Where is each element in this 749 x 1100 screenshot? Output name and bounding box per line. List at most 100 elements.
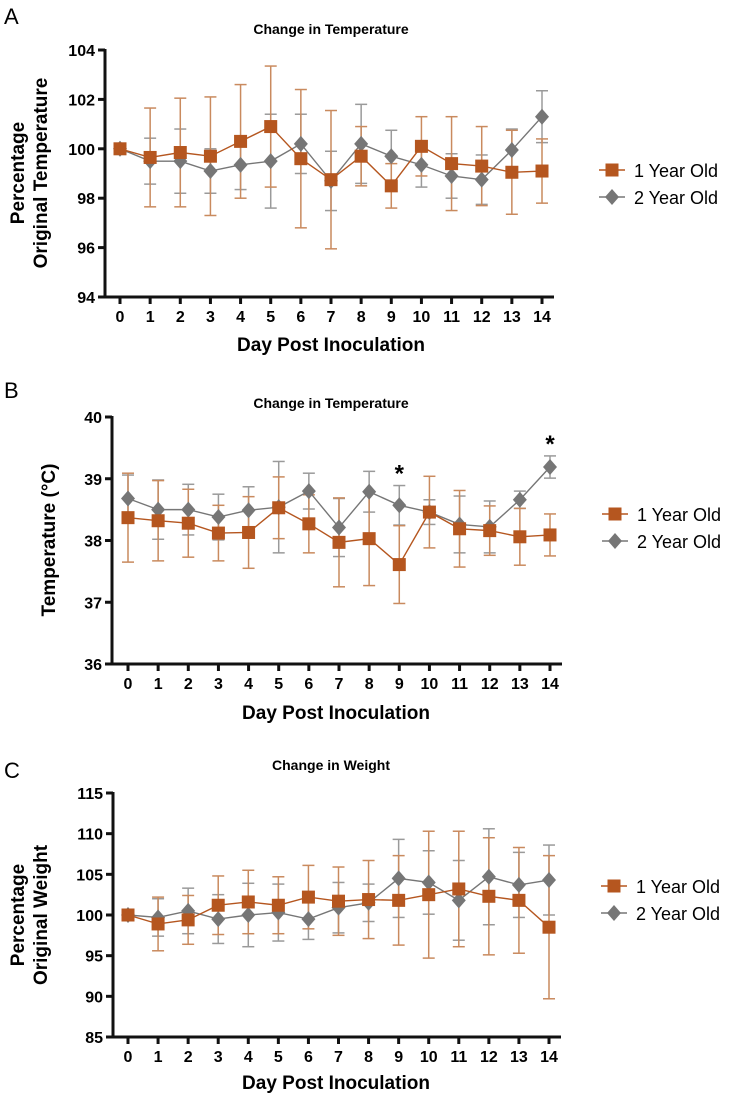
data-point-1-year-old (512, 893, 526, 907)
x-tick-label: 9 (394, 1049, 403, 1066)
data-point-1-year-old (362, 893, 376, 907)
y-tick-label: 36 (84, 657, 102, 674)
x-tick-label: 2 (184, 676, 193, 693)
data-point-1-year-old (445, 157, 459, 171)
data-point-2-year-old (451, 892, 466, 909)
y-tick-label: 100 (68, 142, 95, 159)
x-tick-label: 0 (124, 1049, 133, 1066)
y-tick-label: 90 (85, 989, 103, 1006)
data-point-1-year-old (302, 517, 316, 531)
legend-label: 2 Year Old (637, 532, 721, 552)
x-tick-label: 8 (364, 1049, 373, 1066)
x-tick-label: 8 (365, 676, 374, 693)
legend-marker-1-year-old (605, 163, 619, 177)
data-point-1-year-old (392, 558, 406, 572)
data-point-1-year-old (482, 889, 496, 903)
data-point-2-year-old (444, 167, 459, 184)
x-tick-label: 1 (154, 1049, 163, 1066)
data-point-2-year-old (543, 459, 557, 476)
data-point-2-year-old (151, 501, 166, 518)
data-point-1-year-old (121, 908, 135, 922)
x-tick-label: 3 (214, 1049, 223, 1066)
x-tick-label: 14 (540, 1049, 558, 1066)
legend-label: 1 Year Old (634, 161, 718, 181)
significance-marker: * (395, 461, 405, 488)
y-tick-label: 98 (77, 191, 95, 208)
data-point-1-year-old (173, 146, 187, 160)
panel-letter: B (4, 378, 19, 403)
y-tick-label: 95 (85, 949, 103, 966)
data-point-1-year-old (414, 139, 428, 153)
x-tick-label: 7 (327, 309, 336, 326)
legend-marker-1-year-old (608, 507, 622, 521)
y-tick-label: 39 (84, 472, 102, 489)
x-tick-label: 12 (480, 1049, 498, 1066)
y-tick-label: 37 (84, 595, 102, 612)
x-tick-label: 7 (334, 1049, 343, 1066)
x-tick-label: 5 (266, 309, 275, 326)
data-point-2-year-old (301, 911, 316, 928)
data-point-2-year-old (511, 876, 526, 893)
data-point-1-year-old (332, 894, 345, 908)
data-point-2-year-old (203, 163, 218, 180)
data-point-1-year-old (151, 917, 165, 931)
x-tick-label: 3 (214, 676, 223, 693)
data-point-1-year-old (543, 528, 557, 542)
data-point-2-year-old (332, 519, 346, 536)
data-point-1-year-old (151, 514, 165, 528)
data-point-1-year-old (483, 524, 497, 538)
x-tick-label: 14 (541, 676, 559, 693)
data-point-1-year-old (234, 134, 248, 148)
data-point-2-year-old (233, 156, 248, 173)
data-point-1-year-old (203, 149, 217, 163)
data-point-2-year-old (241, 907, 256, 923)
data-point-2-year-old (512, 491, 527, 508)
data-point-1-year-old (332, 535, 346, 549)
x-tick-label: 3 (206, 309, 215, 326)
data-point-2-year-old (392, 497, 407, 514)
data-point-2-year-old (474, 171, 489, 188)
legend-marker-2-year-old (607, 905, 621, 921)
x-tick-label: 6 (304, 1049, 313, 1066)
x-tick-label: 9 (395, 676, 404, 693)
data-point-1-year-old (535, 164, 549, 178)
data-point-1-year-old (505, 165, 519, 179)
data-point-2-year-old (301, 483, 316, 500)
chart-title: Change in Temperature (253, 21, 409, 37)
data-point-2-year-old (121, 490, 135, 507)
data-point-1-year-old (452, 882, 466, 896)
x-tick-label: 4 (244, 676, 253, 693)
data-point-2-year-old (421, 874, 436, 891)
y-tick-label: 40 (84, 410, 102, 427)
data-point-2-year-old (241, 502, 256, 519)
data-point-1-year-old (121, 511, 135, 525)
legend-marker-1-year-old (607, 879, 621, 893)
x-tick-label: 2 (184, 1049, 193, 1066)
x-tick-label: 12 (481, 676, 499, 693)
data-point-2-year-old (263, 153, 278, 170)
x-tick-label: 13 (503, 309, 521, 326)
x-axis-label: Day Post Inoculation (242, 1073, 430, 1094)
x-tick-label: 7 (335, 676, 344, 693)
y-tick-label: 104 (68, 43, 95, 60)
x-tick-label: 12 (473, 309, 491, 326)
y-tick-label: 102 (68, 92, 95, 109)
data-point-1-year-old (143, 150, 157, 164)
y-tick-label: 94 (77, 290, 95, 307)
chart-title: Change in Temperature (253, 395, 409, 411)
data-point-1-year-old (271, 898, 285, 912)
y-tick-label: 110 (77, 827, 103, 844)
data-point-1-year-old (181, 516, 195, 530)
x-tick-label: 5 (274, 676, 283, 693)
panel-letter: A (4, 4, 19, 29)
data-point-2-year-old (535, 108, 549, 125)
x-tick-label: 11 (450, 1049, 467, 1066)
data-point-1-year-old (422, 505, 436, 519)
data-point-2-year-old (504, 142, 519, 159)
x-axis-label: Day Post Inoculation (237, 335, 425, 356)
data-point-1-year-old (513, 530, 527, 544)
legend-label: 1 Year Old (636, 877, 720, 897)
data-point-1-year-old (181, 913, 195, 927)
y-axis-label-line2: Original Weight (31, 844, 52, 985)
